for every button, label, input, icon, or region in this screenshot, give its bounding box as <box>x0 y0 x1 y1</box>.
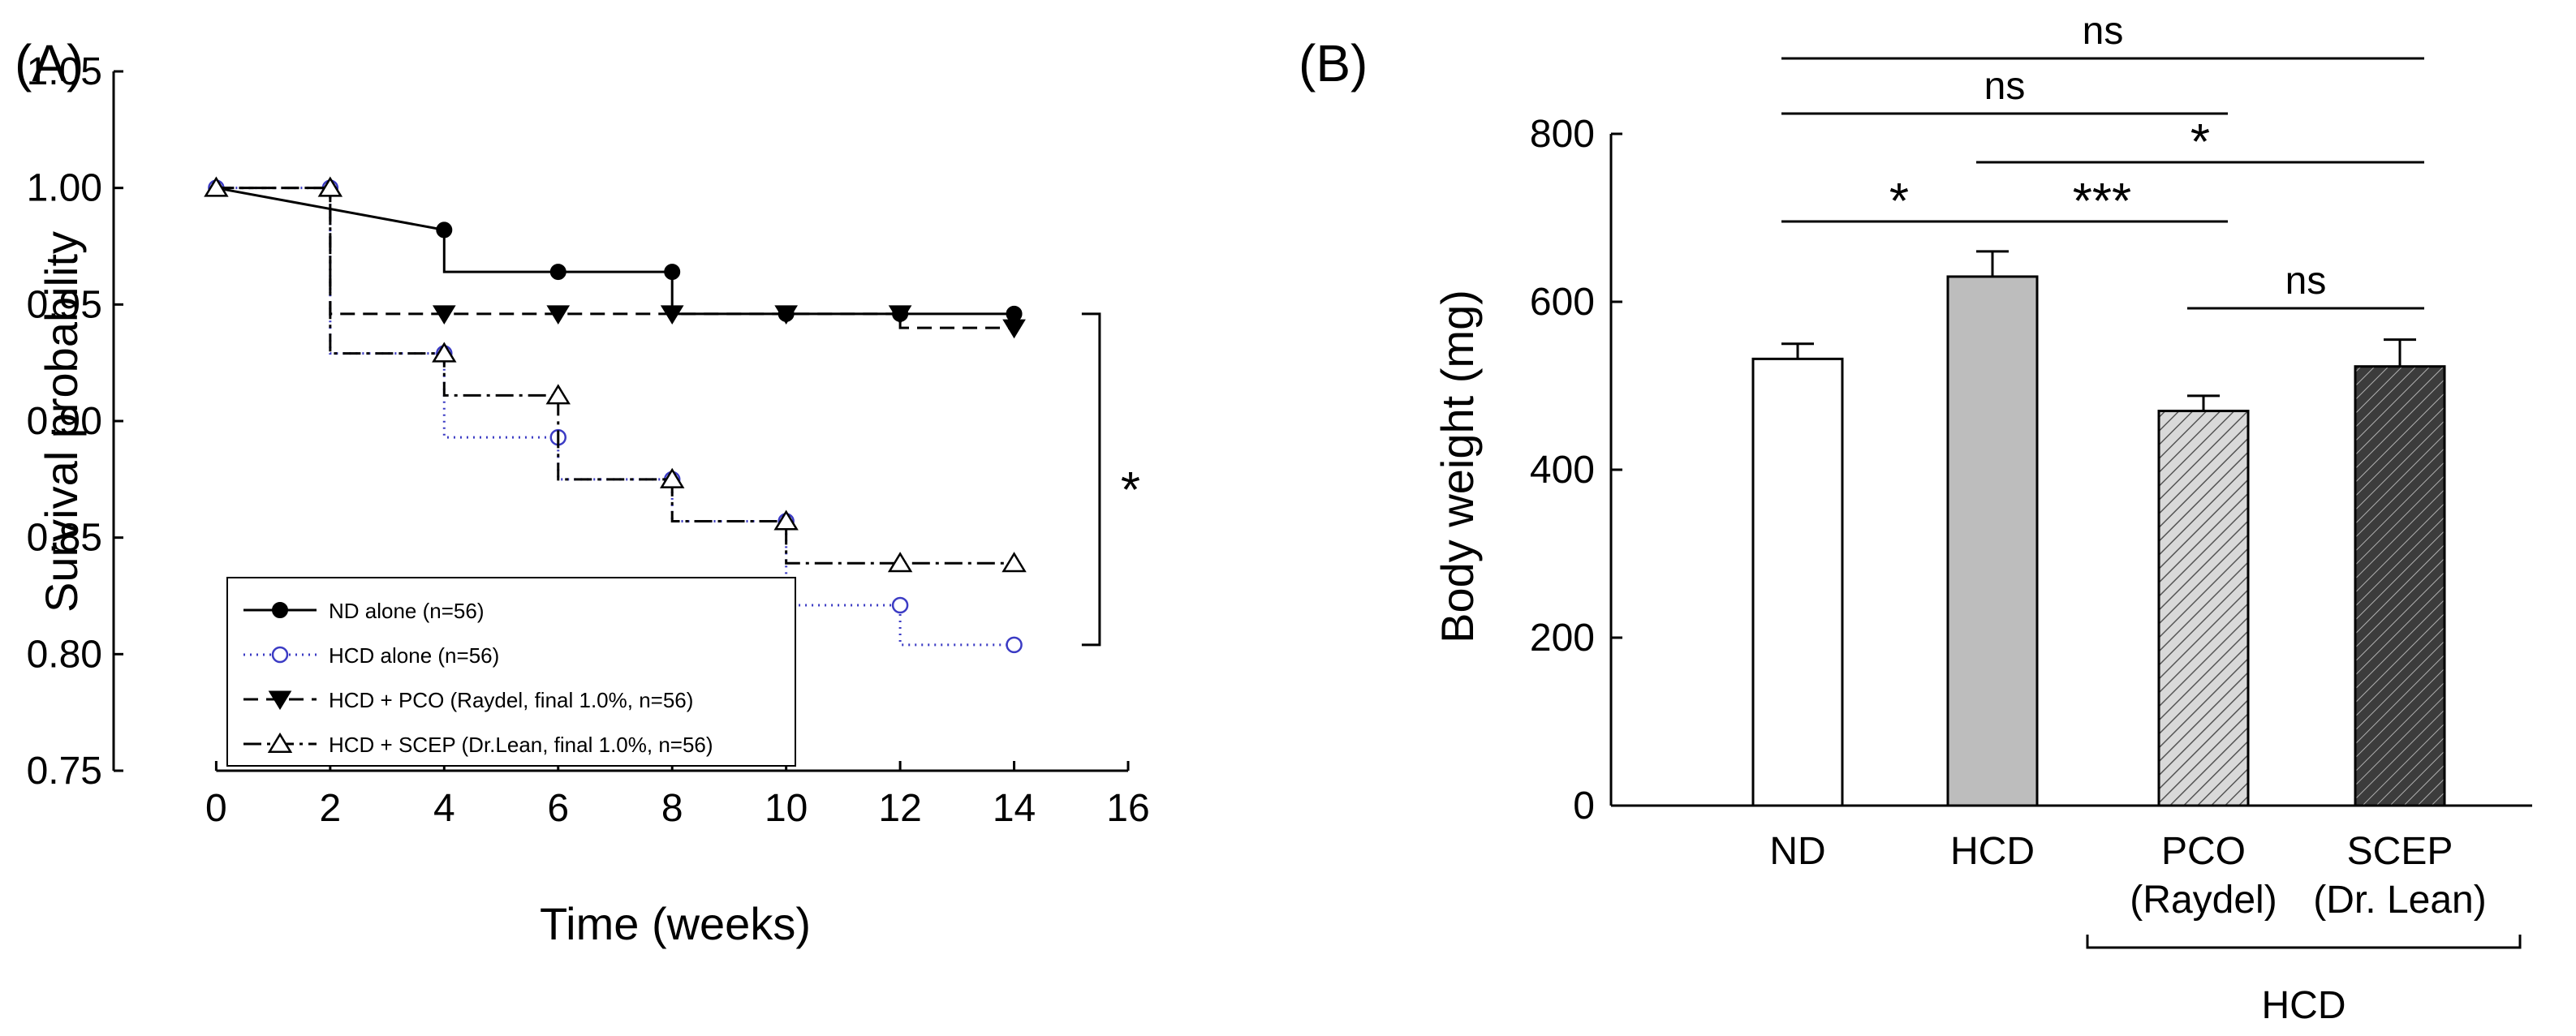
series-2-point <box>432 305 456 325</box>
legend-entry-0: ND alone (n=56) <box>329 599 485 623</box>
series-line-2 <box>216 187 1014 329</box>
x-tick-label: 10 <box>765 787 808 830</box>
panel-b-chart: 0 200 400 600 800 ND HCD PCO (Raydel) SCEP (Dr. Le… <box>1530 10 2532 1027</box>
series-2-point <box>1002 319 1026 339</box>
y-tick-label: 0.80 <box>27 633 102 676</box>
series-3-point <box>773 509 799 531</box>
y-tick-label: 200 <box>1530 617 1595 660</box>
series-line-3 <box>216 187 1014 565</box>
significance-label: * <box>1121 462 1140 518</box>
series-3-point <box>432 342 457 363</box>
x-tick-label: 0 <box>205 787 227 830</box>
legend-entry-1: HCD alone (n=56) <box>329 643 499 668</box>
series-2-point <box>888 305 912 325</box>
significance-label: ns <box>1984 65 2026 108</box>
x-tick-label: 8 <box>661 787 683 830</box>
panel-a-label: (A) <box>15 34 84 92</box>
bar <box>2354 365 2446 807</box>
x-category-label: ND <box>1769 830 1825 873</box>
series-3-point <box>204 176 229 197</box>
legend-box <box>226 577 796 767</box>
y-tick-label: 400 <box>1530 449 1595 492</box>
significance-label: * <box>2190 114 2210 170</box>
significance-bracket <box>1081 312 1101 647</box>
series-3-point <box>1002 552 1027 573</box>
panel-b-ylabel: Body weight (mg) <box>1432 290 1483 643</box>
series-2-point <box>774 305 798 325</box>
x-category-label: SCEP <box>2347 830 2453 873</box>
significance-label: ns <box>2285 260 2327 303</box>
legend-marker-1 <box>271 646 289 664</box>
group-bracket <box>2086 935 2522 949</box>
x-category-label: PCO <box>2161 830 2246 873</box>
series-2-point <box>660 305 684 325</box>
significance-label: * <box>1889 174 1909 230</box>
y-tick-label: 0 <box>1573 785 1595 828</box>
series-0-point <box>436 221 453 239</box>
series-0-point <box>664 264 681 281</box>
y-tick-label: 0.95 <box>27 283 102 326</box>
series-0-point <box>549 264 566 281</box>
x-category-sublabel: (Dr. Lean) <box>2313 879 2486 922</box>
y-tick-label: 800 <box>1530 113 1595 156</box>
legend-marker-3 <box>267 732 293 753</box>
y-tick-label: 0.85 <box>27 517 102 560</box>
legend-entry-2: HCD + PCO (Raydel, final 1.0%, n=56) <box>329 688 693 712</box>
series-3-point <box>887 552 913 573</box>
x-tick-label: 16 <box>1106 787 1149 830</box>
x-tick-label: 6 <box>547 787 569 830</box>
panel-a-xlabel: Time (weeks) <box>540 898 811 949</box>
x-tick-label: 12 <box>878 787 921 830</box>
panel-b-label: (B) <box>1299 34 1368 92</box>
series-3-point <box>545 384 571 405</box>
x-category-label: HCD <box>1950 830 2035 873</box>
legend-entry-3: HCD + SCEP (Dr.Lean, final 1.0%, n=56) <box>329 733 713 757</box>
significance-label: ns <box>2083 10 2124 53</box>
x-tick-label: 2 <box>320 787 342 830</box>
series-line-0 <box>216 187 1014 316</box>
legend-marker-0 <box>272 602 288 618</box>
y-tick-label: 1.00 <box>27 167 102 210</box>
series-3-point <box>659 467 685 488</box>
panel-a-legend: ND alone (n=56) HCD alone (n=56) HCD + PCO… <box>226 577 796 767</box>
bar <box>2157 410 2250 807</box>
panel-a-ylabel: Survival probability <box>36 231 87 613</box>
bar <box>1751 357 1844 807</box>
x-tick-label: 4 <box>433 787 455 830</box>
series-line-1 <box>216 187 1014 647</box>
series-1-point <box>891 596 909 614</box>
x-tick-label: 14 <box>993 787 1036 830</box>
group-label: HCD <box>2262 984 2346 1027</box>
series-3-point <box>317 176 343 197</box>
significance-label: *** <box>2073 174 2131 230</box>
series-1-point <box>1006 636 1023 654</box>
series-0-point <box>1006 305 1023 322</box>
series-2-point <box>546 305 571 325</box>
y-tick-label: 1.05 <box>27 50 102 93</box>
x-category-sublabel: (Raydel) <box>2130 879 2277 922</box>
y-tick-label: 0.90 <box>27 400 102 443</box>
y-tick-label: 600 <box>1530 281 1595 324</box>
y-tick-label: 0.75 <box>27 750 102 793</box>
panel-a-chart: 0.75 0.80 0.85 0.90 0.95 1.00 1.05 0 2 4 6 8 10 12 14 1… <box>27 50 1150 830</box>
bar <box>1946 275 2039 807</box>
legend-marker-2 <box>268 690 292 711</box>
